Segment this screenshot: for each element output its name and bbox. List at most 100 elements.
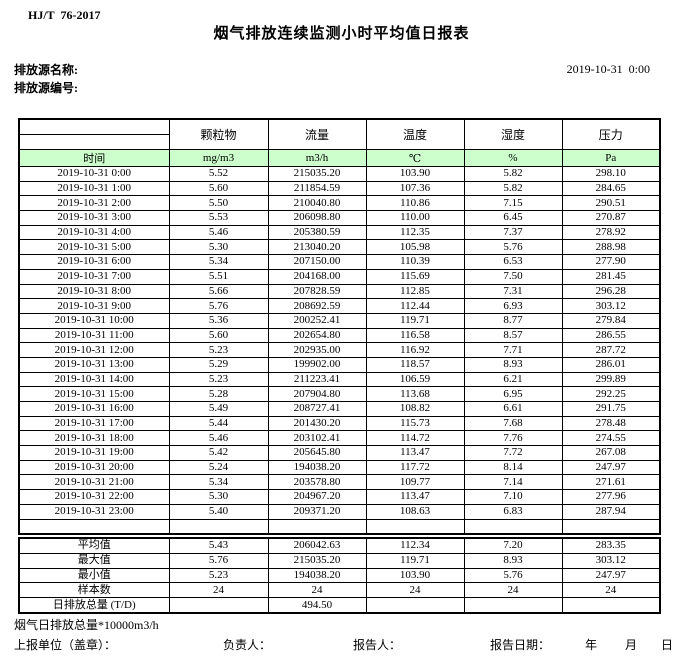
value-cell: 107.36	[365, 180, 465, 197]
time-cell: 2019-10-31 1:00	[18, 180, 170, 197]
page-title: 烟气排放连续监测小时平均值日报表	[213, 26, 470, 42]
value-cell: 7.20	[463, 537, 563, 554]
summary-label-cell: 样本数	[18, 582, 170, 599]
time-cell: 2019-10-31 13:00	[18, 356, 170, 373]
value-cell: 7.31	[463, 283, 563, 300]
table-row: 2019-10-31 17:00 5.44 201430.20 115.73 7.68 2…	[18, 415, 661, 432]
value-cell: 6.83	[463, 503, 563, 520]
time-cell: 2019-10-31 16:00	[18, 401, 170, 417]
time-cell: 2019-10-31 11:00	[18, 327, 170, 344]
header-row-top: 颗粒物 流量 温度 湿度 压力	[18, 118, 661, 150]
time-cell: 2019-10-31 19:00	[18, 445, 170, 461]
time-cell: 2019-10-31 2:00	[18, 195, 170, 212]
time-cell: 2019-10-31 8:00	[18, 283, 170, 300]
value-cell: 7.50	[463, 268, 563, 285]
value-cell: 209371.20	[267, 503, 367, 520]
column-header-humidity: 湿度	[463, 118, 563, 150]
value-cell: 7.37	[463, 224, 563, 241]
value-cell: 8.57	[463, 327, 563, 344]
value-cell: 7.15	[463, 195, 563, 212]
summary-label-cell: 平均值	[18, 537, 170, 554]
year-label: 年	[585, 638, 598, 652]
value-cell: 6.21	[463, 371, 563, 388]
unit-cell-temperature: ℃	[365, 149, 465, 167]
value-cell: 7.14	[463, 474, 563, 491]
value-cell: 6.93	[463, 298, 563, 314]
value-cell: 112.44	[365, 298, 465, 314]
table-row: 2019-10-31 5:00 5.30 213040.20 105.98 5.76 28…	[18, 239, 661, 256]
value-cell: 6.45	[463, 210, 563, 226]
value-cell: 5.34	[168, 254, 269, 270]
value-cell: 113.47	[365, 445, 465, 461]
value-cell: 5.82	[463, 180, 563, 197]
value-cell: 113.47	[365, 489, 465, 505]
value-cell: 7.76	[463, 430, 563, 447]
time-cell: 2019-10-31 5:00	[18, 239, 170, 256]
summary-row: 样本数 24 24 24 24 24	[18, 582, 661, 599]
value-cell: 8.77	[463, 312, 563, 329]
value-cell: 5.34	[168, 474, 269, 491]
value-cell: 106.59	[365, 371, 465, 388]
time-cell: 2019-10-31 6:00	[18, 254, 170, 270]
value-cell: 103.90	[365, 567, 465, 584]
value-cell: 203578.80	[267, 474, 367, 491]
value-cell: 201430.20	[267, 415, 367, 432]
value-cell	[365, 597, 465, 614]
standard-code: HJ/T 76-2017	[28, 8, 101, 22]
unit-cell-pressure: Pa	[561, 149, 661, 167]
value-cell: 6.53	[463, 254, 563, 270]
value-cell: 5.44	[168, 415, 269, 432]
value-cell: 8.14	[463, 459, 563, 476]
value-cell: 24	[365, 582, 465, 599]
source-name-label: 排放源名称:	[14, 63, 78, 77]
value-cell: 5.82	[463, 166, 563, 182]
time-cell: 2019-10-31 4:00	[18, 224, 170, 241]
table-row: 2019-10-31 6:00 5.34 207150.00 110.39 6.53 27…	[18, 254, 661, 270]
day-label: 日	[661, 638, 674, 652]
value-cell: 5.51	[168, 268, 269, 285]
value-cell: 115.73	[365, 415, 465, 432]
table-row: 2019-10-31 23:00 5.40 209371.20 108.63 6.83 2…	[18, 503, 661, 520]
hourly-data-table: 颗粒物 流量 温度 湿度 压力 时间 mg/m3 m3/h ℃ % Pa 201…	[18, 118, 661, 535]
value-cell: 299.89	[561, 371, 661, 388]
corner-cell-top	[18, 118, 170, 135]
value-cell	[168, 518, 269, 534]
value-cell: 5.30	[168, 239, 269, 256]
source-id-label: 排放源编号:	[14, 81, 78, 95]
value-cell: 24	[267, 582, 367, 599]
blank-row	[18, 518, 661, 534]
value-cell: 494.50	[267, 597, 367, 614]
flow-total-unit-note: 烟气日排放总量*10000m3/h	[14, 618, 159, 632]
value-cell: 281.45	[561, 268, 661, 285]
time-cell: 2019-10-31 17:00	[18, 415, 170, 432]
table-row: 2019-10-31 2:00 5.50 210040.80 110.86 7.15 29…	[18, 195, 661, 212]
time-cell: 2019-10-31 14:00	[18, 371, 170, 388]
value-cell: 5.29	[168, 356, 269, 373]
value-cell: 286.01	[561, 356, 661, 373]
value-cell: 205380.59	[267, 224, 367, 241]
value-cell: 7.68	[463, 415, 563, 432]
value-cell	[561, 597, 661, 614]
value-cell: 211223.41	[267, 371, 367, 388]
time-cell: 2019-10-31 10:00	[18, 312, 170, 329]
value-cell: 24	[463, 582, 563, 599]
table-row: 2019-10-31 14:00 5.23 211223.41 106.59 6.21 2…	[18, 371, 661, 388]
value-cell: 5.28	[168, 386, 269, 402]
value-cell: 5.52	[168, 166, 269, 182]
value-cell: 5.49	[168, 401, 269, 417]
value-cell	[168, 597, 269, 614]
time-cell: 2019-10-31 12:00	[18, 342, 170, 358]
value-cell: 113.68	[365, 386, 465, 402]
value-cell: 108.82	[365, 401, 465, 417]
responsible-person-label: 负责人：	[223, 638, 272, 652]
unit-row: 时间 mg/m3 m3/h ℃ % Pa	[18, 149, 661, 167]
summary-label-cell: 最小值	[18, 567, 170, 584]
value-cell: 278.48	[561, 415, 661, 432]
value-cell: 206042.63	[267, 537, 367, 554]
value-cell: 5.23	[168, 371, 269, 388]
value-cell: 210040.80	[267, 195, 367, 212]
report-date-label: 报告日期：	[490, 638, 551, 652]
report-datetime: 2019-10-31 0:00	[566, 62, 650, 76]
time-cell: 2019-10-31 20:00	[18, 459, 170, 476]
value-cell: 5.30	[168, 489, 269, 505]
